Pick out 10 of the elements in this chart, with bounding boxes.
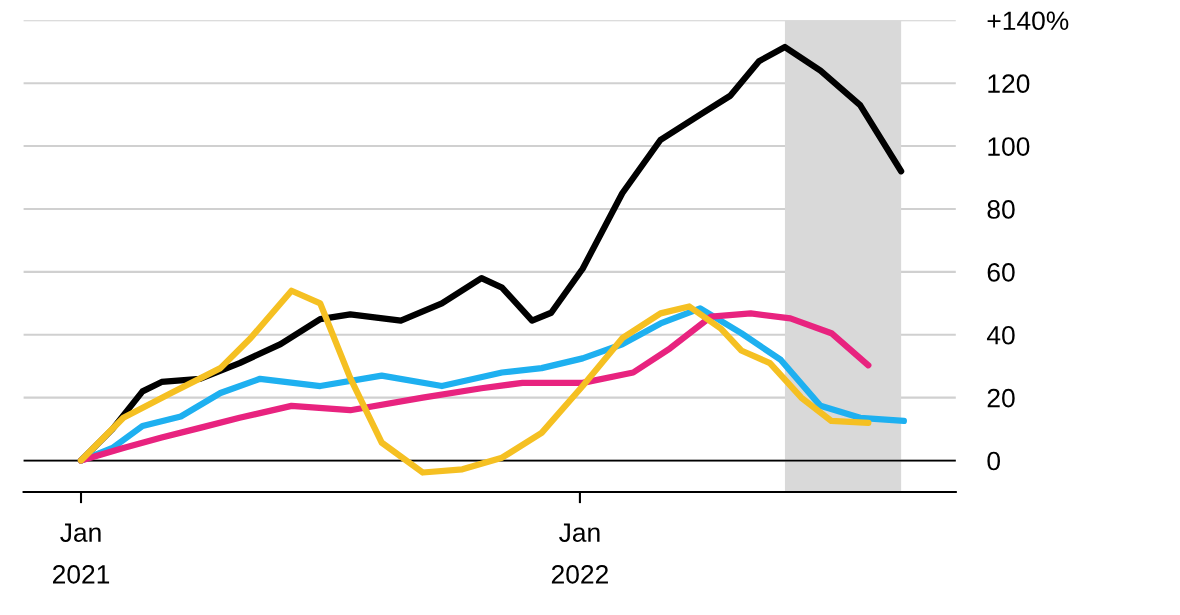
y-tick-label: 120	[988, 74, 1030, 94]
y-tick-label: 20	[987, 388, 1015, 408]
x-tick-label: Jan 2021	[52, 523, 110, 584]
y-tick-label: 60	[987, 263, 1015, 282]
x-tick-label: Jan 2022	[551, 523, 608, 584]
y-tick-label: +140%	[987, 11, 1069, 31]
y-tick-label: 80	[987, 200, 1015, 219]
y-tick-label: 100	[988, 137, 1030, 156]
y-tick-label: 40	[986, 325, 1015, 345]
y-tick-label: 0	[987, 451, 1000, 471]
